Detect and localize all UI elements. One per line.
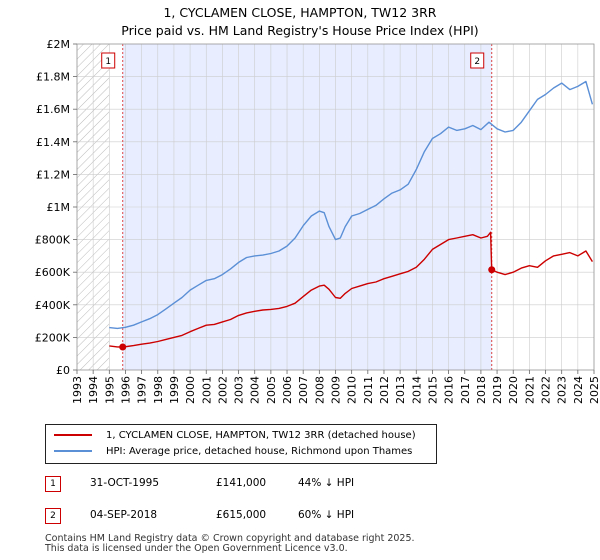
property-series-line [109, 231, 593, 348]
sale-price: £615,000 [216, 509, 267, 521]
sale-hpi-diff: 44% ↓ HPI [298, 477, 355, 489]
x-tick-label: 2002 [216, 376, 229, 404]
x-tick-label: 1993 [71, 376, 84, 404]
sale-row: 1 31-OCT-1995 £141,000 44% ↓ HPI [0, 475, 600, 495]
sale-marker-box [101, 52, 116, 69]
footer-licence: This data is licensed under the Open Gov… [45, 543, 348, 554]
sale-marker-label: 2 [474, 57, 480, 67]
x-tick-label: 1995 [103, 376, 116, 404]
x-tick-label: 1999 [168, 376, 181, 404]
x-tick-label: 2023 [556, 376, 569, 404]
x-tick-label: 2014 [410, 376, 423, 404]
y-tick-label: £800K [35, 234, 71, 247]
x-tick-label: 2015 [426, 376, 439, 404]
sale-marker-box [470, 52, 485, 69]
chart-title: 1, CYCLAMEN CLOSE, HAMPTON, TW12 3RR [163, 5, 437, 20]
x-tick-label: 1997 [136, 376, 149, 404]
legend-label-hpi: HPI: Average price, detached house, Rich… [106, 446, 413, 457]
x-tick-label: 1994 [87, 376, 100, 404]
y-tick-label: £600K [35, 266, 71, 279]
x-tick-label: 2010 [346, 376, 359, 404]
sale-date: 31-OCT-1995 [90, 477, 159, 489]
y-tick-label: £200K [35, 331, 71, 344]
x-tick-label: 2016 [443, 376, 456, 404]
y-tick-label: £1.6M [36, 103, 70, 116]
sale-date: 04-SEP-2018 [90, 509, 158, 521]
x-tick-label: 2025 [588, 376, 600, 404]
x-tick-label: 2013 [394, 376, 407, 404]
sale-point [119, 343, 127, 351]
x-tick-label: 2007 [297, 376, 310, 404]
x-tick-label: 2020 [507, 376, 520, 404]
footer-copyright: Contains HM Land Registry data © Crown c… [45, 533, 415, 544]
x-tick-label: 2024 [572, 376, 585, 404]
chart-subtitle: Price paid vs. HM Land Registry's House … [121, 23, 479, 38]
y-tick-label: £400K [35, 299, 71, 312]
y-tick-label: £1M [47, 201, 71, 214]
sale-hpi-diff: 60% ↓ HPI [298, 509, 355, 521]
y-tick-label: £0 [56, 364, 70, 377]
x-tick-label: 2006 [281, 376, 294, 404]
y-tick-label: £1.2M [36, 168, 70, 181]
x-tick-label: 1998 [152, 376, 165, 404]
sale-price: £141,000 [216, 477, 267, 489]
x-tick-label: 2001 [200, 376, 213, 404]
x-tick-label: 1996 [119, 376, 132, 404]
x-tick-label: 2018 [475, 376, 488, 404]
legend-item-property: 1, CYCLAMEN CLOSE, HAMPTON, TW12 3RR (de… [54, 428, 416, 444]
sale-row: 2 04-SEP-2018 £615,000 60% ↓ HPI [0, 507, 600, 527]
legend-label-property: 1, CYCLAMEN CLOSE, HAMPTON, TW12 3RR (de… [106, 430, 416, 441]
sale-marker-label: 1 [105, 57, 111, 67]
x-tick-label: 2009 [330, 376, 343, 404]
x-tick-label: 2004 [249, 376, 262, 404]
x-tick-label: 2005 [265, 376, 278, 404]
x-tick-label: 2012 [378, 376, 391, 404]
legend: 1, CYCLAMEN CLOSE, HAMPTON, TW12 3RR (de… [45, 424, 437, 464]
sale-point [488, 266, 496, 274]
legend-swatch-hpi [54, 450, 92, 452]
x-tick-label: 2022 [540, 376, 553, 404]
x-tick-label: 2021 [523, 376, 536, 404]
price-chart: 1 2 £0 £200K £400K £600K £800K £1M £1.2M £1.4M £1.… [35, 38, 600, 404]
x-tick-label: 2000 [184, 376, 197, 404]
legend-item-hpi: HPI: Average price, detached house, Rich… [54, 444, 412, 460]
x-tick-label: 2017 [459, 376, 472, 404]
legend-swatch-property [54, 434, 92, 436]
x-tick-label: 2003 [233, 376, 246, 404]
x-tick-label: 2008 [313, 376, 326, 404]
x-tick-label: 2011 [362, 376, 375, 404]
sale-number-badge: 2 [45, 508, 61, 524]
hpi-series-line [109, 80, 594, 330]
y-tick-label: £2M [47, 38, 71, 51]
y-tick-label: £1.8M [36, 71, 70, 84]
y-tick-label: £1.4M [36, 136, 70, 149]
x-tick-label: 2019 [491, 376, 504, 404]
sale-number-badge: 1 [45, 476, 61, 492]
